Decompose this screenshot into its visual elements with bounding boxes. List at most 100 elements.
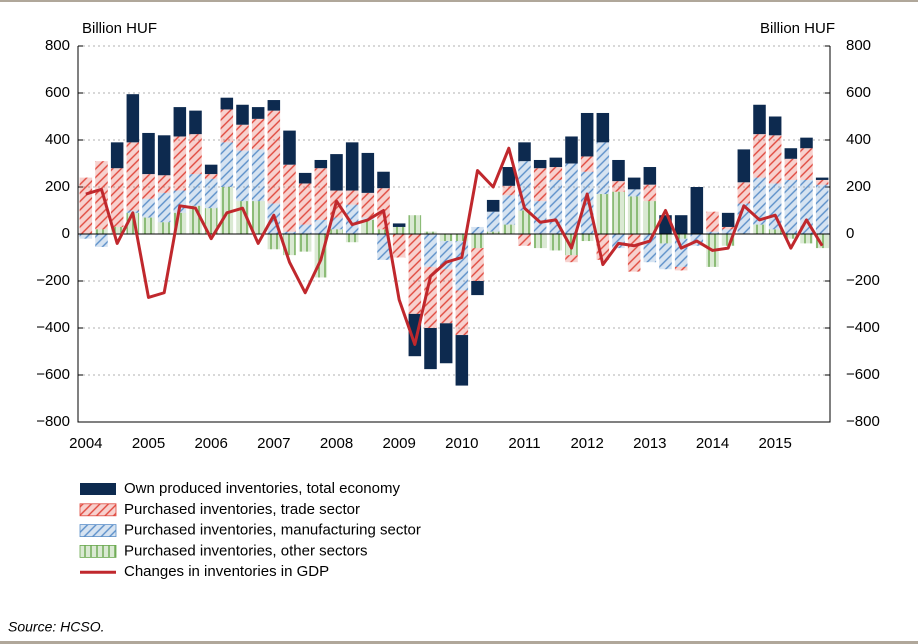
bar [330, 229, 343, 234]
bar [580, 156, 594, 172]
bar [768, 116, 782, 136]
bar [737, 149, 751, 183]
y-tick-label: −800 [36, 413, 70, 430]
bar [815, 184, 829, 234]
bar [377, 229, 390, 234]
bar [95, 161, 108, 230]
bar [157, 135, 171, 176]
bar [251, 118, 265, 150]
bar [126, 94, 140, 143]
y2-tick-label: 800 [846, 37, 871, 54]
bar [768, 229, 782, 234]
x-tick-label: 2014 [696, 435, 729, 452]
bar [189, 134, 202, 175]
bar [455, 335, 469, 386]
bar [110, 142, 124, 169]
bar [471, 248, 484, 281]
bar [345, 234, 359, 243]
x-tick-label: 2005 [132, 435, 165, 452]
bar [361, 192, 375, 218]
y-tick-label: −200 [36, 272, 70, 289]
bar [612, 159, 625, 182]
bar [659, 234, 672, 244]
bar [486, 199, 500, 212]
bar [204, 208, 218, 234]
bar [580, 112, 594, 157]
bar [455, 241, 469, 291]
bar [298, 183, 312, 225]
bar [753, 134, 766, 178]
bar [204, 174, 218, 179]
x-tick-label: 2008 [320, 435, 353, 452]
x-tick-label: 2009 [382, 435, 415, 452]
bar [314, 159, 328, 169]
bar [95, 234, 108, 247]
bar [314, 168, 328, 220]
bar [79, 234, 93, 239]
x-tick-label: 2013 [633, 435, 666, 452]
source: Source: HCSO. [8, 619, 104, 635]
bar [173, 136, 187, 191]
y-tick-label: 200 [45, 178, 70, 195]
bar [800, 148, 813, 180]
bar [486, 231, 500, 234]
bar [706, 211, 719, 232]
bar [596, 112, 610, 143]
bar [768, 183, 782, 230]
bar [220, 109, 234, 143]
bar [345, 142, 359, 191]
bar [283, 164, 296, 232]
bar [471, 281, 484, 296]
y-tick-label: −600 [36, 366, 70, 383]
bar [361, 219, 375, 234]
bar [298, 172, 312, 184]
bar [455, 290, 469, 336]
bar [157, 175, 171, 193]
legend-swatch [80, 483, 116, 495]
bar [236, 104, 249, 125]
bar [612, 234, 625, 249]
bar [204, 178, 218, 209]
bar [204, 164, 218, 175]
bar [110, 168, 124, 227]
bar [424, 231, 437, 234]
bar [220, 142, 234, 187]
bar [110, 226, 124, 234]
legend-label: Purchased inventories, trade sector [124, 501, 360, 518]
y2-tick-label: 200 [846, 178, 871, 195]
legend-swatch [79, 545, 117, 558]
bar [674, 238, 688, 267]
bar [643, 184, 657, 202]
bar [800, 137, 813, 149]
bar [377, 188, 390, 230]
bar [173, 107, 187, 137]
bar [392, 223, 406, 227]
bar [627, 234, 641, 272]
bar [784, 234, 798, 239]
bar [518, 234, 531, 246]
bar [377, 234, 390, 260]
bar [674, 234, 688, 239]
bar [142, 217, 155, 234]
bar [502, 224, 516, 234]
bar [95, 229, 108, 234]
bar [627, 196, 641, 234]
x-tick-label: 2011 [508, 435, 540, 452]
bar [627, 189, 641, 197]
bar [361, 152, 375, 193]
bar [502, 167, 516, 186]
x-tick-label: 2012 [570, 435, 603, 452]
bar [815, 234, 829, 249]
bar [643, 201, 657, 234]
bar [298, 224, 312, 234]
y2-tick-label: −200 [846, 272, 880, 289]
bar [439, 269, 453, 324]
top-border [0, 0, 918, 2]
bar [220, 187, 234, 234]
bar [549, 157, 563, 168]
bar [314, 219, 328, 234]
bar [768, 135, 782, 184]
y2-tick-label: 400 [846, 131, 871, 148]
bar [533, 168, 547, 202]
